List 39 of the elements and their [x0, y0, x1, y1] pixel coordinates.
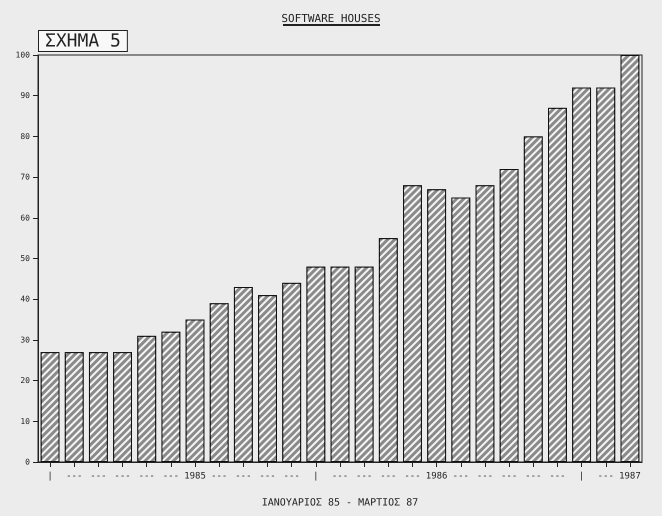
x-tick-label: ---: [235, 472, 252, 482]
x-tick-label: ---: [138, 472, 155, 482]
x-axis-title: ΙΑΝΟΥΑΡΙΟΣ 85 - ΜΑΡΤΙΟΣ 87: [262, 498, 418, 508]
x-tick-label: |: [313, 472, 319, 482]
y-tick-label: 0: [25, 458, 30, 466]
x-tick-label: ---: [380, 472, 396, 482]
x-tick-label: ---: [404, 472, 421, 482]
y-tick-label: 70: [20, 172, 30, 182]
y-tick-label: 10: [20, 416, 30, 426]
x-tick-label: ---: [525, 472, 542, 482]
x-tick-label: ---: [284, 472, 300, 482]
y-tick-label: 40: [20, 294, 30, 304]
y-tick-label: 80: [20, 132, 30, 141]
y-tick-label: 50: [20, 254, 30, 263]
x-tick-label: ---: [90, 472, 107, 482]
x-tick-label: ---: [452, 472, 469, 482]
x-tick-label: ---: [66, 472, 82, 482]
x-tick-label: |: [578, 472, 584, 482]
x-tick-label: |: [47, 472, 53, 482]
x-tick-label: ---: [162, 472, 180, 482]
x-tick-label: 1987: [619, 472, 641, 482]
y-tick-label: 30: [20, 335, 30, 344]
x-tick-label: 1986: [426, 472, 448, 482]
x-tick-label: 1985: [184, 472, 206, 482]
x-tick-label: ---: [549, 472, 566, 482]
text: ΣΧΗΜΑ 5: [45, 30, 121, 52]
y-tick-label: 60: [20, 213, 30, 222]
x-tick-label: ---: [598, 472, 614, 482]
x-tick-label: ---: [114, 472, 131, 482]
y-tick-label: 90: [20, 91, 30, 100]
x-tick-label: ---: [476, 472, 494, 482]
x-tick-label: ---: [500, 472, 518, 482]
y-tick-label: 100: [16, 50, 30, 60]
chart-title: SOFTWARE HOUSES: [281, 12, 381, 25]
x-tick-label: ---: [356, 472, 372, 482]
y-tick-label: 20: [20, 376, 30, 386]
x-tick-label: ---: [211, 472, 228, 482]
x-tick-label: ---: [332, 472, 348, 482]
x-tick-label: ---: [259, 472, 276, 482]
